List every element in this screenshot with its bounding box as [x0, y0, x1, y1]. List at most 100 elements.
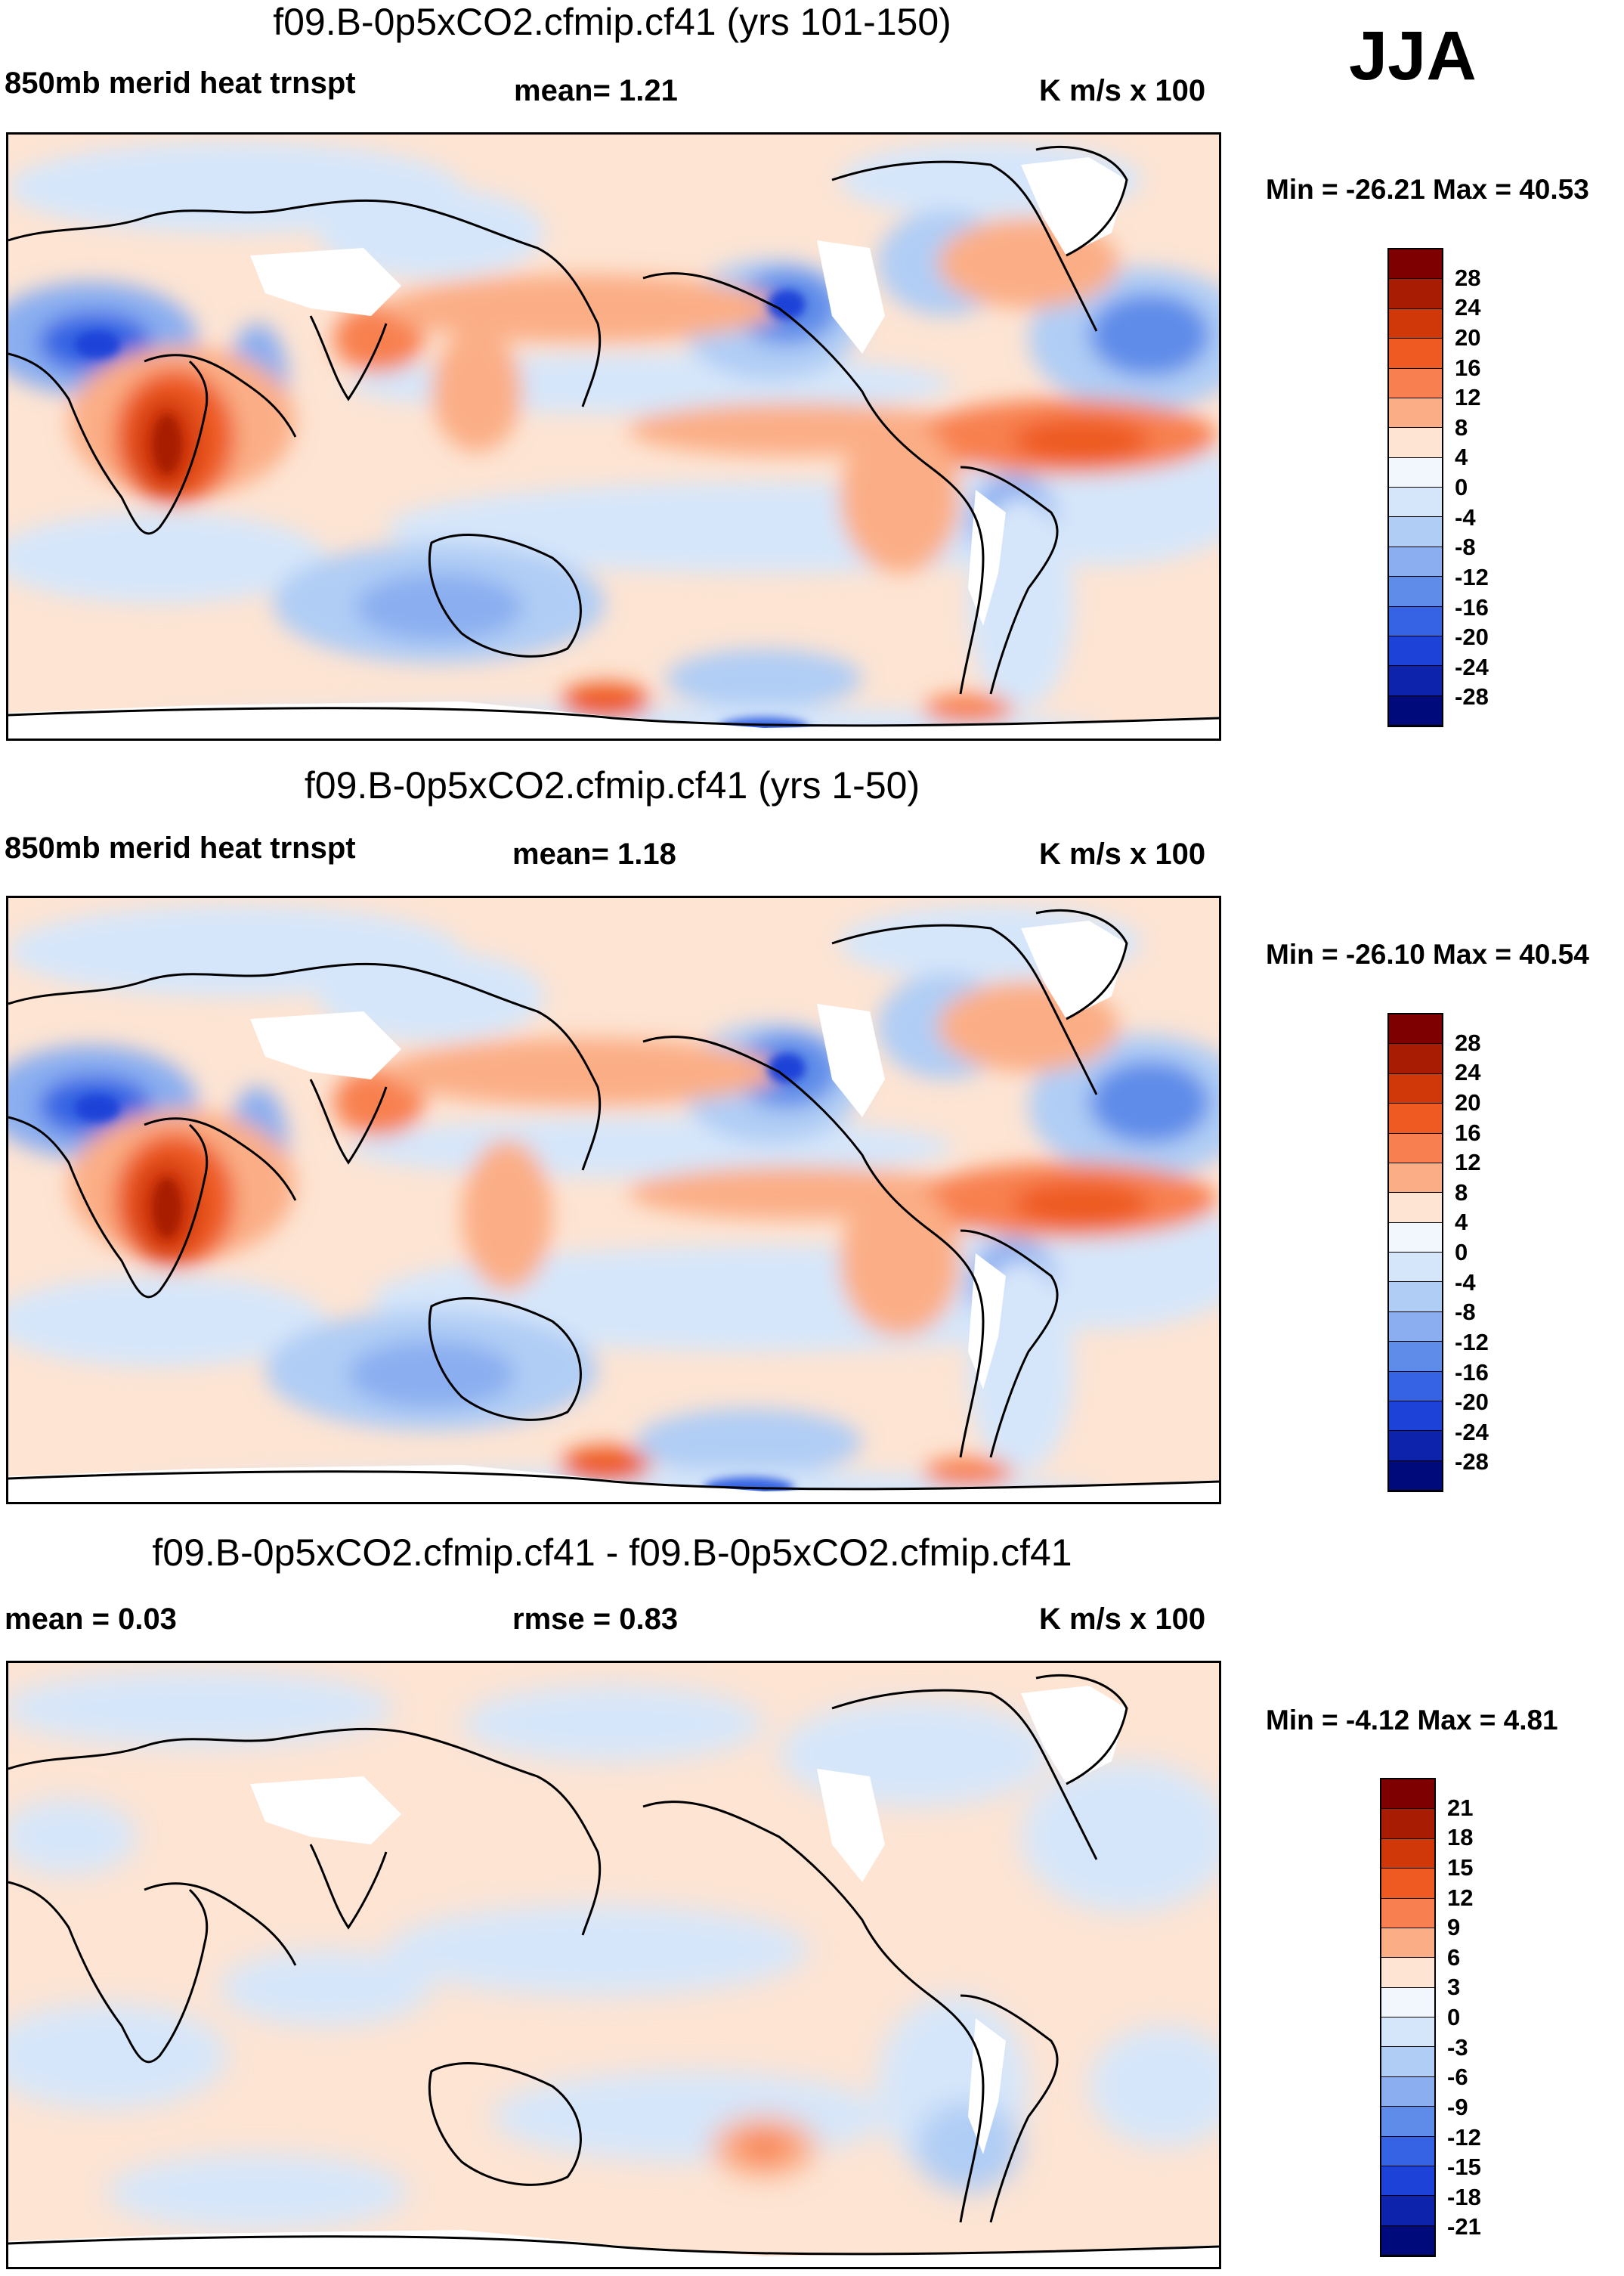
- panel2-units-label: K m/s x 100: [1039, 838, 1206, 871]
- colorbar-tick-label: -4: [1455, 1268, 1476, 1296]
- panel1-colorbar-swatches: [1387, 248, 1443, 727]
- colorbar-swatch: [1389, 1014, 1442, 1045]
- colorbar-swatch: [1389, 1044, 1442, 1074]
- colorbar-tick-label: 0: [1447, 2004, 1461, 2030]
- colorbar-swatch: [1389, 636, 1442, 667]
- colorbar-tick-label: -12: [1447, 2123, 1481, 2151]
- panel3-minmax-label: Min = -4.12 Max = 4.81: [1266, 1705, 1558, 1736]
- colorbar-swatch: [1389, 279, 1442, 309]
- colorbar-tick-label: 12: [1447, 1884, 1474, 1911]
- colorbar-swatch: [1389, 1282, 1442, 1312]
- colorbar-tick-label: -20: [1455, 1389, 1489, 1416]
- colorbar-tick-label: -12: [1455, 1328, 1489, 1355]
- colorbar-swatch: [1389, 398, 1442, 429]
- colorbar-tick-label: -12: [1455, 563, 1489, 590]
- colorbar-tick-label: 12: [1455, 384, 1481, 411]
- panel2-colorbar-ticks: 28 24 20 16 12 8 4 0 -4 -8 -12 -16 -20 -24 -28: [1455, 1013, 1545, 1492]
- colorbar-tick-label: -16: [1455, 1358, 1489, 1386]
- colorbar-tick-label: 28: [1455, 264, 1481, 291]
- panel2-title: f09.B-0p5xCO2.cfmip.cf41 (yrs 1-50): [304, 764, 920, 807]
- colorbar-tick-label: 12: [1455, 1149, 1481, 1176]
- colorbar-swatch: [1389, 517, 1442, 547]
- panel3-colorbar-swatches: [1380, 1778, 1436, 2257]
- colorbar-tick-label: -16: [1455, 593, 1489, 621]
- panel1-variable-label: 850mb merid heat trnspt: [5, 67, 356, 100]
- panel1-mask: [8, 157, 1219, 739]
- colorbar-tick-label: 0: [1455, 1239, 1468, 1265]
- colorbar-tick-label: -28: [1455, 683, 1489, 711]
- panel3-mean-label: mean = 0.03: [5, 1602, 177, 1636]
- panel3-map: [6, 1661, 1221, 2269]
- colorbar-swatch: [1389, 1371, 1442, 1401]
- panel1-coastlines: [8, 145, 1219, 727]
- colorbar-swatch: [1389, 577, 1442, 607]
- panel1-minmax-label: Min = -26.21 Max = 40.53: [1266, 174, 1589, 205]
- colorbar-swatch: [1381, 1987, 1434, 2017]
- colorbar-swatch: [1381, 2017, 1434, 2048]
- colorbar-swatch: [1389, 488, 1442, 518]
- colorbar-swatch: [1381, 1928, 1434, 1959]
- colorbar-swatch: [1381, 1779, 1434, 1810]
- colorbar-tick-label: -8: [1455, 534, 1476, 561]
- colorbar-tick-label: 24: [1455, 1059, 1481, 1086]
- colorbar-swatch: [1389, 606, 1442, 636]
- colorbar-tick-label: -28: [1455, 1448, 1489, 1476]
- season-label: JJA: [1349, 17, 1477, 94]
- colorbar-swatch: [1389, 1431, 1442, 1461]
- colorbar-swatch: [1389, 547, 1442, 578]
- colorbar-tick-label: 20: [1455, 324, 1481, 351]
- colorbar-tick-label: 4: [1455, 1209, 1468, 1236]
- colorbar-tick-label: -9: [1447, 2093, 1468, 2120]
- colorbar-tick-label: 15: [1447, 1853, 1474, 1881]
- panel3-field: [8, 1663, 1219, 2267]
- colorbar-swatch: [1381, 1898, 1434, 1928]
- colorbar-tick-label: -24: [1455, 1418, 1489, 1445]
- colorbar-swatch: [1389, 339, 1442, 369]
- colorbar-swatch: [1389, 249, 1442, 280]
- colorbar-swatch: [1389, 1342, 1442, 1372]
- panel3-mask: [8, 1686, 1219, 2267]
- colorbar-tick-label: 4: [1455, 444, 1468, 471]
- colorbar-swatch: [1381, 1838, 1434, 1869]
- colorbar-swatch: [1389, 457, 1442, 488]
- panel1-units-label: K m/s x 100: [1039, 74, 1206, 107]
- colorbar-swatch: [1389, 1133, 1442, 1163]
- panel2-coastlines: [8, 909, 1219, 1491]
- colorbar-swatch: [1389, 1073, 1442, 1104]
- colorbar-tick-label: 16: [1455, 354, 1481, 381]
- colorbar-tick-label: 8: [1455, 1178, 1468, 1206]
- panel1-title: f09.B-0p5xCO2.cfmip.cf41 (yrs 101-150): [273, 1, 951, 43]
- colorbar-tick-label: -3: [1447, 2033, 1468, 2061]
- colorbar-tick-label: 24: [1455, 294, 1481, 321]
- colorbar-swatch: [1389, 1163, 1442, 1194]
- colorbar-tick-label: -4: [1455, 503, 1476, 531]
- panel2-map: [6, 896, 1221, 1504]
- panel2-mean-label: mean= 1.18: [512, 838, 676, 871]
- colorbar-tick-label: 3: [1447, 1974, 1461, 2001]
- colorbar-tick-label: -8: [1455, 1299, 1476, 1326]
- panel3-coastlines: [8, 1674, 1219, 2256]
- panel3-rmse-label: rmse = 0.83: [512, 1602, 679, 1636]
- panel3-units-label: K m/s x 100: [1039, 1602, 1206, 1636]
- colorbar-swatch: [1389, 695, 1442, 726]
- colorbar-tick-label: 9: [1447, 1914, 1461, 1941]
- panel2-colorbar: [1387, 1013, 1443, 1492]
- panel3-colorbar: [1380, 1778, 1436, 2257]
- colorbar-tick-label: 6: [1447, 1943, 1461, 1971]
- colorbar-tick-label: -18: [1447, 2183, 1481, 2210]
- panel3-colorbar-ticks: 21 18 15 12 9 6 3 0 -3 -6 -9 -12 -15 -18 -21: [1447, 1778, 1538, 2257]
- colorbar-swatch: [1381, 2076, 1434, 2107]
- colorbar-swatch: [1381, 2136, 1434, 2166]
- colorbar-swatch: [1381, 2166, 1434, 2197]
- colorbar-swatch: [1389, 666, 1442, 696]
- colorbar-swatch: [1381, 2196, 1434, 2226]
- panel3-title: f09.B-0p5xCO2.cfmip.cf41 - f09.B-0p5xCO2…: [152, 1531, 1072, 1574]
- colorbar-tick-label: 20: [1455, 1088, 1481, 1116]
- colorbar-tick-label: 28: [1455, 1029, 1481, 1056]
- colorbar-tick-label: 0: [1455, 474, 1468, 500]
- colorbar-swatch: [1389, 1104, 1442, 1134]
- colorbar-tick-label: -6: [1447, 2064, 1468, 2091]
- colorbar-tick-label: 21: [1447, 1794, 1474, 1821]
- colorbar-swatch: [1381, 1869, 1434, 1899]
- colorbar-swatch: [1389, 428, 1442, 458]
